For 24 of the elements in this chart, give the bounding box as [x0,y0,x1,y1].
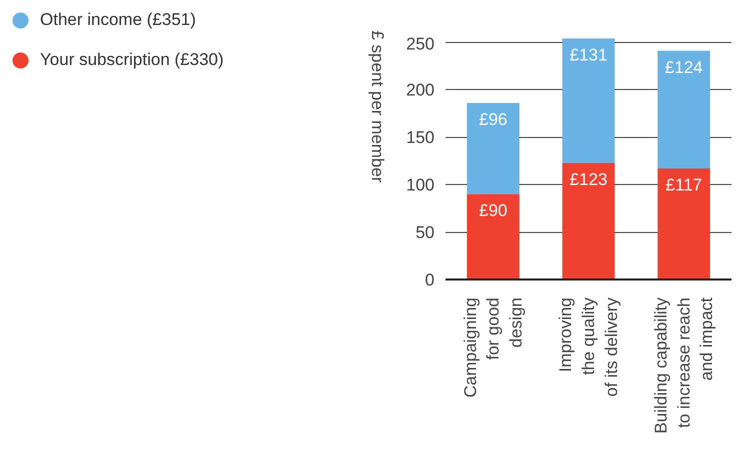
y-tick-label: 100 [406,176,435,195]
data-label: £90 [478,201,508,220]
y-tick-label: 150 [406,128,435,148]
bar [562,162,615,280]
bar [466,194,520,280]
x-tick-label: Building capability to increase reach and impact [652,297,716,434]
legend-label: Your subscription (£330) [40,50,224,70]
data-label: £123 [570,170,608,189]
y-tick-label: 50 [416,223,435,242]
data-label: £124 [664,58,703,77]
bar [658,168,710,280]
data-label: £117 [666,175,702,194]
bar [658,50,710,168]
y-tick-label: 250 [406,34,435,54]
x-tick-label: Improving the quality of its delivery [556,297,621,397]
legend-label: Other income (£351) [40,10,196,30]
y-tick-label: 200 [406,80,435,100]
y-tick-label: 0 [425,270,435,290]
y-axis-title: £ spent per member [368,30,387,183]
data-label: £96 [478,110,508,129]
bar [466,102,520,194]
data-label: £131 [570,45,608,64]
bar [562,38,615,163]
x-tick-label: Campaigning for good design [460,297,526,398]
